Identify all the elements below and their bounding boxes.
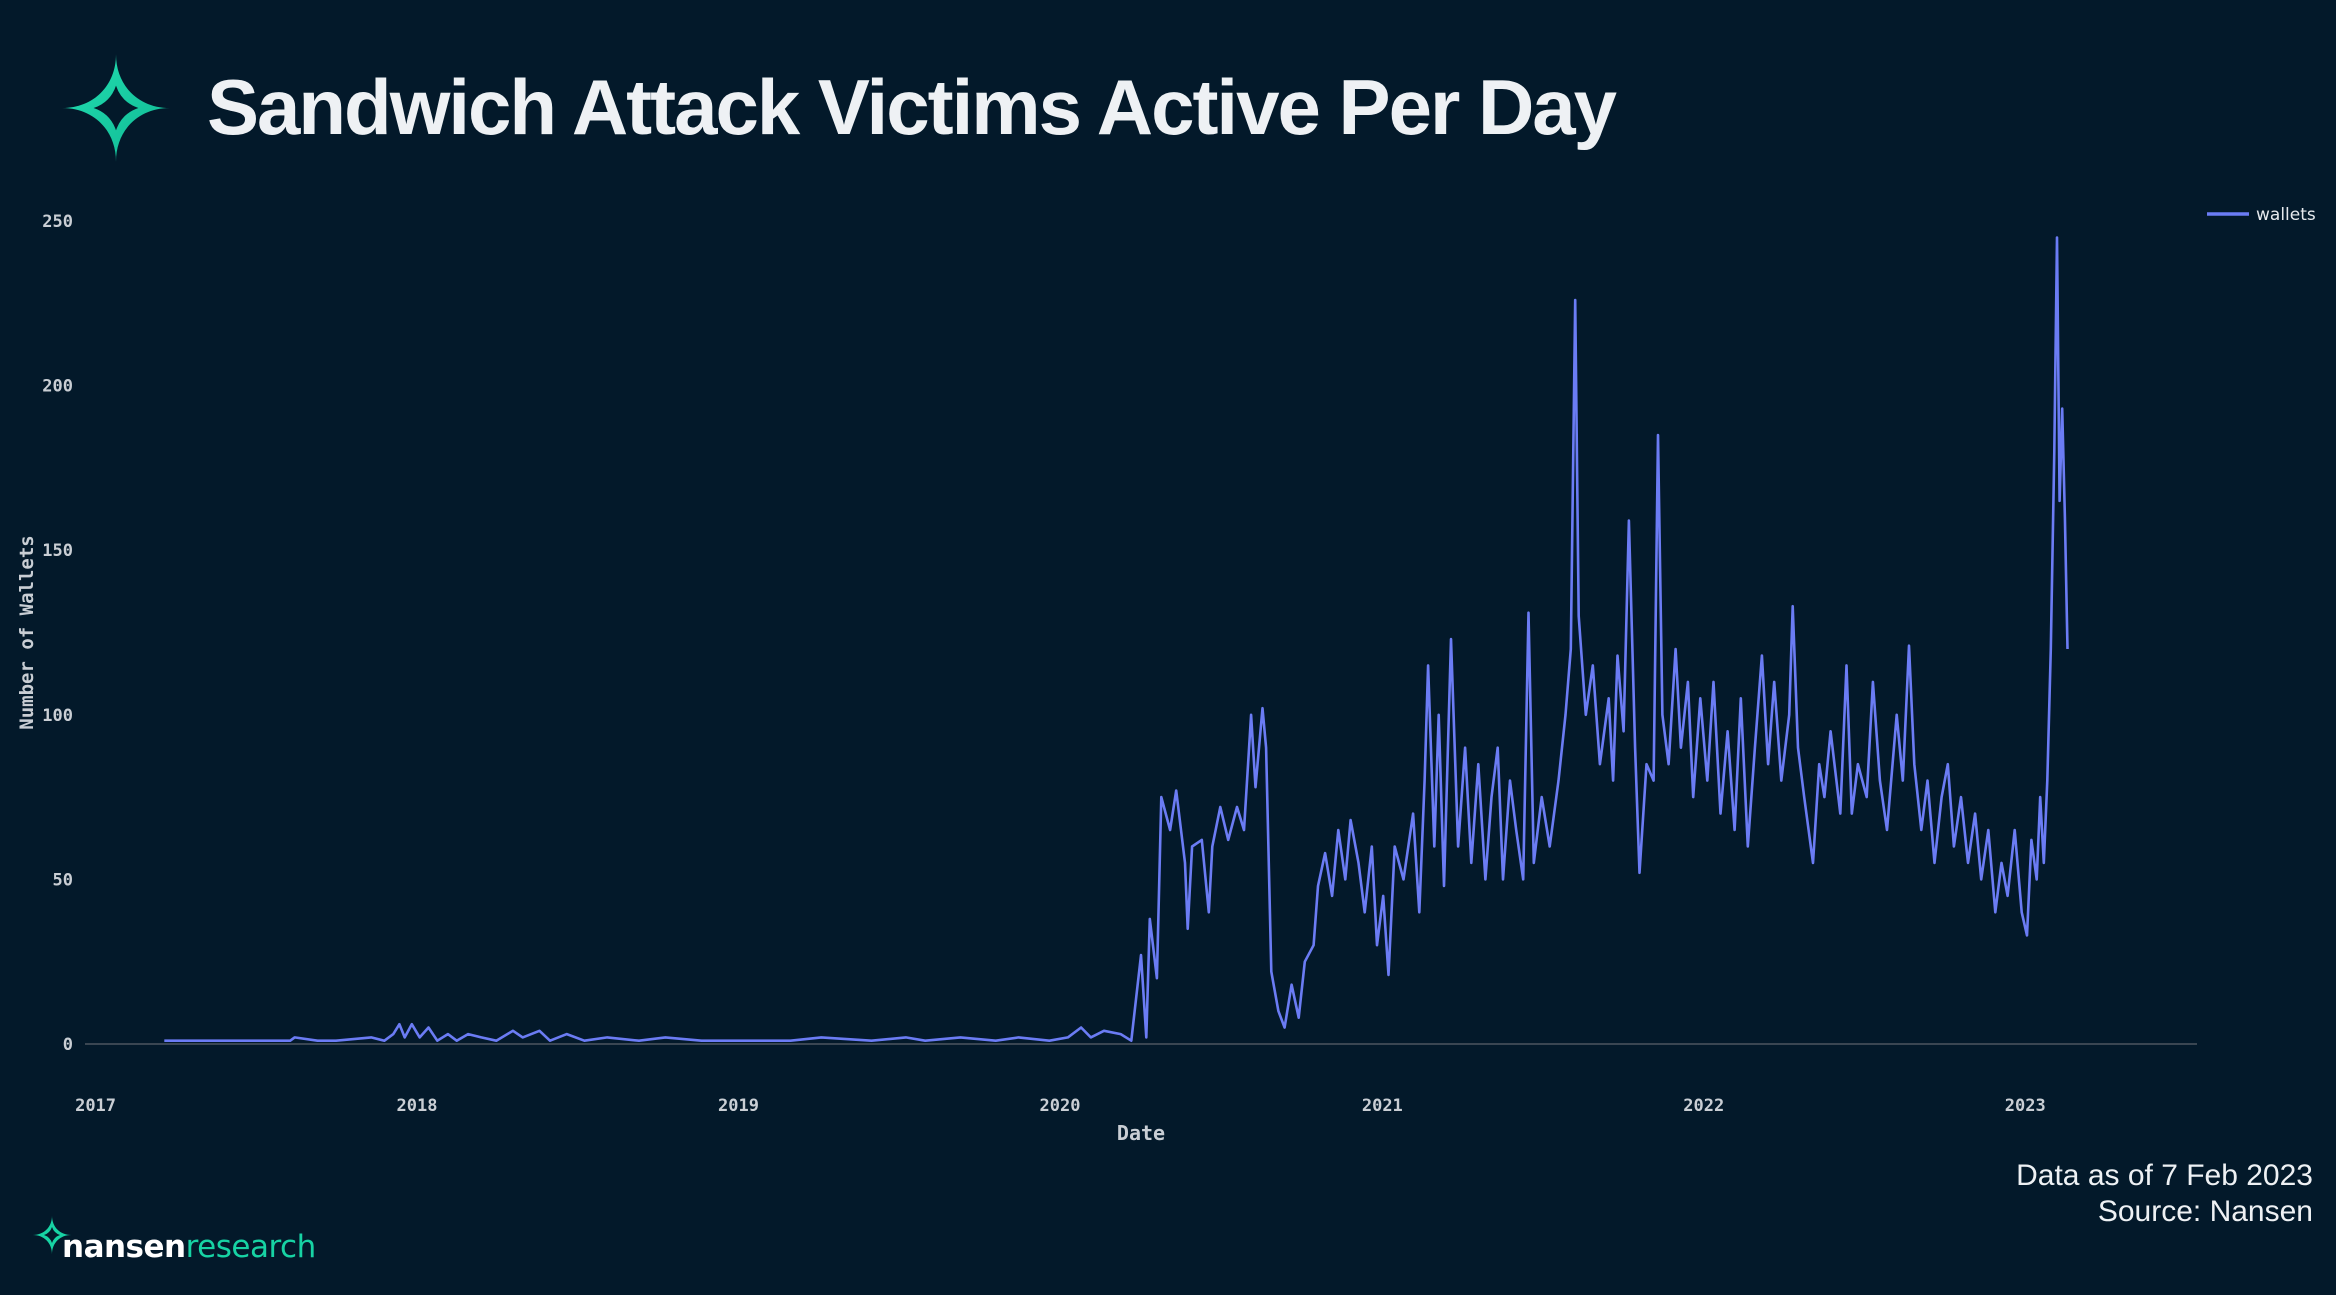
x-tick-label: 2019 <box>718 1096 759 1116</box>
y-tick-label: 150 <box>42 541 73 561</box>
x-tick-label: 2018 <box>397 1096 438 1116</box>
brand-primary: nansen <box>62 1229 186 1265</box>
page-title: Sandwich Attack Victims Active Per Day <box>207 63 1617 151</box>
y-tick-label: 0 <box>63 1035 73 1055</box>
nansen-star-icon <box>62 54 170 162</box>
x-axis-title: Date <box>1117 1121 1165 1145</box>
y-axis-title: Number of Wallets <box>16 535 38 729</box>
series-line-wallets <box>164 236 2069 1043</box>
x-tick-label: 2021 <box>1362 1096 1403 1116</box>
y-tick-label: 250 <box>42 212 73 232</box>
source-note: Source: Nansen <box>2097 1195 2313 1228</box>
x-tick-label: 2023 <box>2005 1096 2046 1116</box>
x-tick-label: 2017 <box>75 1096 116 1116</box>
footnote: Data as of 7 Feb 2023 Source: Nansen <box>2016 1158 2313 1230</box>
brand-secondary: research <box>185 1229 317 1265</box>
legend-label: wallets <box>2256 205 2316 225</box>
data-date-note: Data as of 7 Feb 2023 <box>2016 1159 2313 1192</box>
y-tick-label: 50 <box>53 870 73 890</box>
x-tick-label: 2020 <box>1039 1096 1080 1116</box>
x-tick-label: 2022 <box>1683 1096 1724 1116</box>
brand-wordmark: nansenresearch <box>62 1229 316 1265</box>
line-chart: 0 50 100 150 200 250 2017 2018 2019 2020 2021 2022 2… <box>16 205 2316 1145</box>
y-tick-label: 200 <box>42 377 73 397</box>
nansen-star-icon <box>32 1215 72 1255</box>
y-tick-label: 100 <box>42 706 73 726</box>
